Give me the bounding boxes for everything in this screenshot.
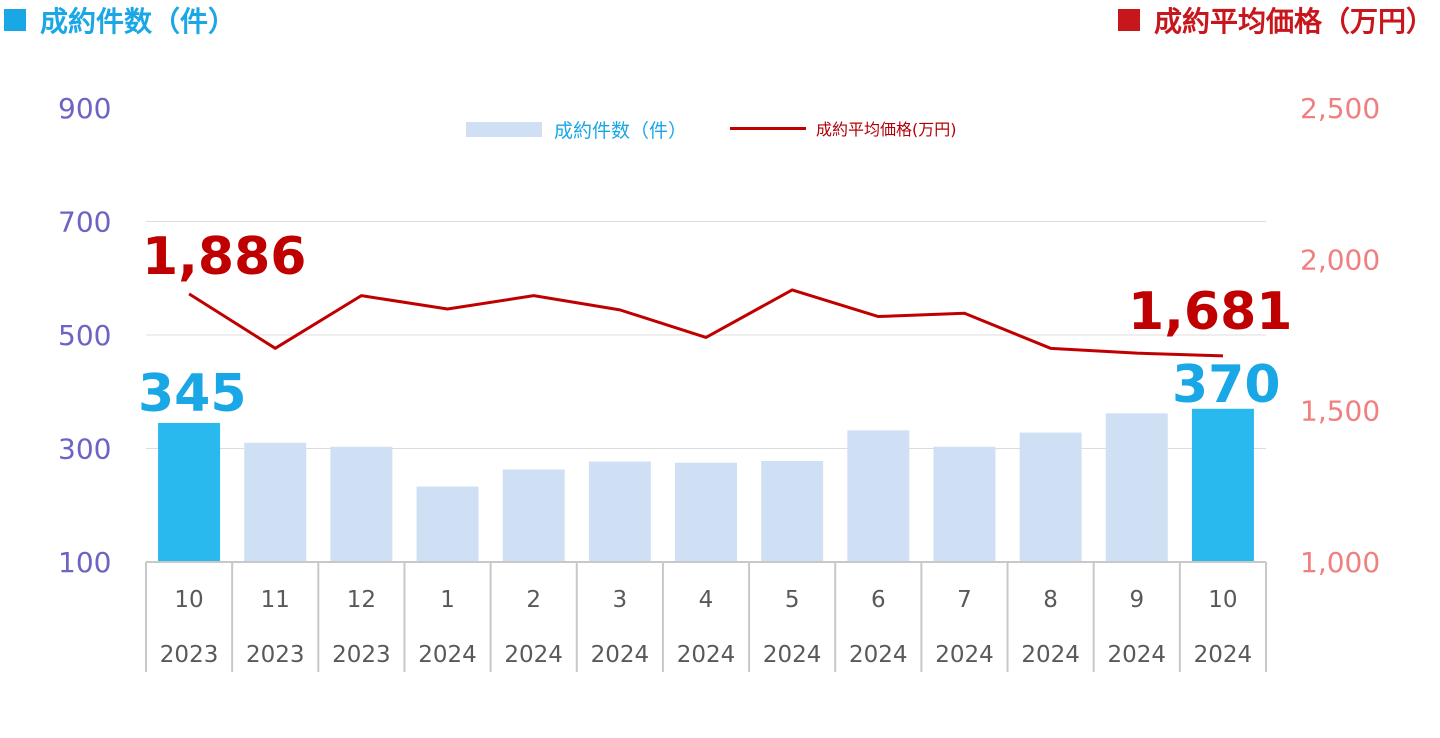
month-tick-label: 2	[526, 587, 541, 613]
legend-bar-entry: 成約件数（件）	[466, 116, 687, 143]
count-bar	[761, 460, 824, 562]
left-axis-tick-label: 500	[58, 319, 111, 352]
count-bar	[933, 446, 996, 562]
month-tick-label: 10	[1208, 587, 1237, 613]
year-tick-label: 2024	[591, 642, 650, 668]
month-tick-label: 8	[1043, 587, 1058, 613]
count-bar	[1191, 408, 1254, 562]
right-axis-tick-label: 2,500	[1300, 92, 1380, 125]
right-axis-tick-label: 1,500	[1300, 395, 1380, 428]
left-axis-tick-label: 700	[58, 206, 111, 239]
legend-bar-label: 成約件数（件）	[554, 120, 688, 142]
count-bar	[158, 422, 221, 562]
month-tick-label: 4	[699, 587, 714, 613]
last-price-label: 1,681	[1128, 282, 1292, 342]
year-tick-label: 2023	[332, 642, 391, 668]
count-bar	[330, 446, 393, 562]
year-tick-label: 2024	[1021, 642, 1080, 668]
year-tick-label: 2024	[418, 642, 477, 668]
legend-line-label: 成約平均価格(万円)	[816, 120, 957, 139]
year-tick-label: 2024	[677, 642, 736, 668]
legend-line-swatch	[730, 126, 806, 130]
price-legend-square	[1117, 9, 1140, 31]
count-bar	[847, 430, 910, 562]
month-tick-label: 11	[261, 587, 290, 613]
month-tick-label: 10	[174, 587, 203, 613]
right-axis-title: 成約平均価格（万円）	[1117, 0, 1434, 40]
right-axis-title-text: 成約平均価格（万円）	[1153, 5, 1434, 38]
year-tick-label: 2024	[1107, 642, 1166, 668]
year-tick-label: 2023	[246, 642, 305, 668]
month-tick-label: 1	[440, 587, 455, 613]
right-axis-tick-label: 2,000	[1300, 243, 1380, 276]
count-bar	[502, 469, 565, 562]
left-axis-tick-label: 300	[58, 433, 111, 466]
first-count-label: 345	[138, 364, 247, 424]
left-axis-tick-label: 900	[58, 92, 111, 125]
count-legend-square	[4, 9, 26, 31]
legend-line-entry: 成約平均価格(万円)	[730, 116, 957, 140]
last-count-label: 370	[1172, 355, 1281, 415]
month-tick-label: 6	[871, 587, 886, 613]
count-bar	[1105, 413, 1168, 562]
count-bar	[588, 461, 651, 562]
legend-bar-swatch	[466, 122, 542, 137]
month-tick-label: 12	[347, 587, 376, 613]
count-bar	[244, 442, 307, 562]
count-bar	[416, 486, 479, 562]
year-tick-label: 2023	[160, 642, 219, 668]
year-tick-label: 2024	[849, 642, 908, 668]
year-tick-label: 2024	[935, 642, 994, 668]
year-tick-label: 2024	[763, 642, 822, 668]
month-tick-label: 7	[957, 587, 972, 613]
left-axis-title: 成約件数（件）	[4, 0, 236, 40]
month-tick-label: 9	[1129, 587, 1144, 613]
year-tick-label: 2024	[1194, 642, 1253, 668]
price-line	[188, 288, 1223, 358]
left-axis-title-text: 成約件数（件）	[40, 5, 237, 38]
month-tick-label: 3	[613, 587, 628, 613]
year-tick-label: 2024	[504, 642, 563, 668]
count-bar	[675, 462, 737, 562]
left-axis-tick-label: 100	[58, 546, 111, 579]
month-tick-label: 5	[785, 587, 800, 613]
right-axis-tick-label: 1,000	[1300, 546, 1380, 579]
count-bar	[1019, 432, 1082, 562]
first-price-label: 1,886	[142, 227, 306, 287]
